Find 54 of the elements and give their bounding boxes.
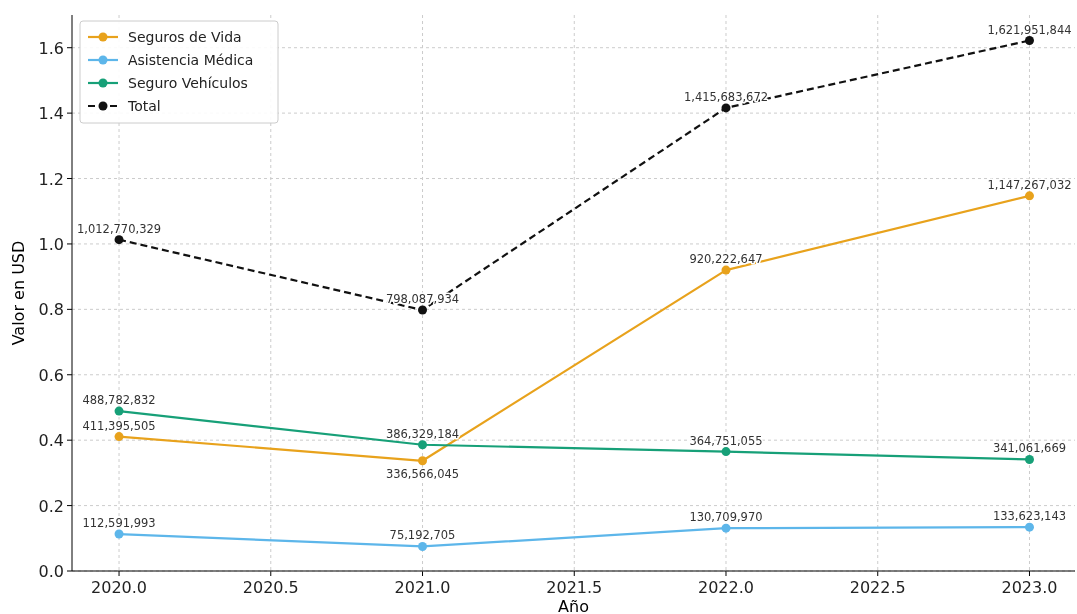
point xyxy=(418,456,428,466)
annotation: 133,623,143 xyxy=(992,509,1067,524)
x-tick-label: 2022.0 xyxy=(698,578,754,597)
point xyxy=(114,432,124,442)
annotation: 798,087,934 xyxy=(385,292,460,307)
x-tick-label: 2020.0 xyxy=(91,578,148,597)
annotation: 75,192,705 xyxy=(389,528,456,543)
annotation: 386,329,184 xyxy=(385,426,460,441)
x-tick-label: 2021.0 xyxy=(394,578,451,597)
point xyxy=(721,447,731,457)
legend-label: Total xyxy=(127,98,161,114)
annotation: 341,061,669 xyxy=(992,441,1067,456)
annotation: 1,621,951,844 xyxy=(987,22,1072,37)
point xyxy=(418,440,428,450)
annotation: 112,591,993 xyxy=(82,516,156,531)
y-tick-label: 0.2 xyxy=(38,496,64,516)
legend-label: Seguro Vehículos xyxy=(128,75,248,91)
y-tick-label: 1.2 xyxy=(38,169,64,189)
annotation: 1,012,770,329 xyxy=(76,221,162,236)
annotation: 336,566,045 xyxy=(385,466,460,481)
y-tick-label: 0.8 xyxy=(38,300,64,320)
y-axis-title: Valor en USD xyxy=(9,240,28,346)
point xyxy=(721,103,731,113)
point xyxy=(114,235,124,245)
annotation: 920,222,647 xyxy=(689,252,763,267)
point xyxy=(114,529,124,539)
point xyxy=(418,305,428,315)
point xyxy=(418,541,428,551)
x-tick-label: 2020.5 xyxy=(242,578,299,597)
point xyxy=(721,523,731,533)
point xyxy=(1024,454,1034,464)
y-tick-label: 1.0 xyxy=(38,234,64,254)
point xyxy=(1024,522,1034,532)
y-tick-label: 0.4 xyxy=(38,431,64,451)
annotation: 364,751,055 xyxy=(689,433,763,448)
x-tick-label: 2021.5 xyxy=(546,578,603,597)
x-axis-title: Año xyxy=(558,597,589,614)
y-tick-label: 0.6 xyxy=(38,365,64,385)
annotation: 1,415,683,672 xyxy=(683,89,769,104)
annotation: 488,782,832 xyxy=(82,393,156,408)
legend-label: Seguros de Vida xyxy=(128,29,242,45)
point xyxy=(114,406,124,416)
legend-label: Asistencia Médica xyxy=(128,52,254,68)
point xyxy=(1024,191,1034,201)
x-tick-label: 2022.5 xyxy=(849,578,906,597)
annotation: 1,147,267,032 xyxy=(987,177,1072,192)
annotation: 130,709,970 xyxy=(689,510,763,525)
x-tick-label: 2023.0 xyxy=(1001,578,1058,597)
point xyxy=(721,265,731,275)
y-tick-label: 0.0 xyxy=(38,562,64,581)
point xyxy=(1024,36,1034,46)
annotation: 411,395,505 xyxy=(82,418,156,433)
y-tick-label: 1.4 xyxy=(38,104,64,124)
y-tick-label: 1.6 xyxy=(38,38,64,58)
